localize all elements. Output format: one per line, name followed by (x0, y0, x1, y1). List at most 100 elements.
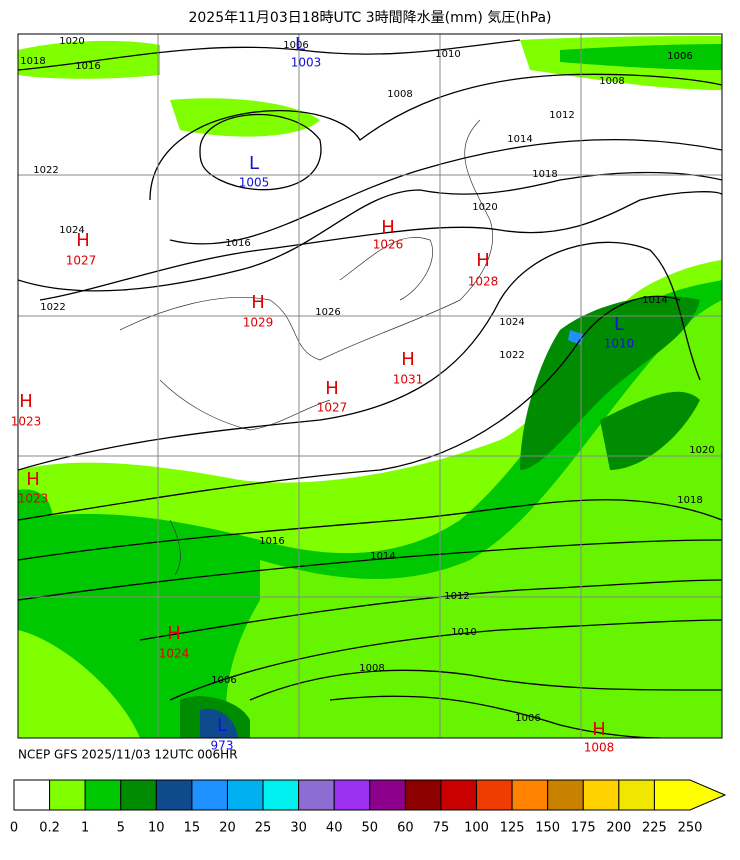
center-symbol: H (401, 349, 415, 370)
center-symbol: H (19, 391, 33, 412)
isobar-label: 1010 (451, 627, 476, 638)
colorbar-box (298, 779, 335, 811)
colorbar-tick-label: 75 (433, 821, 450, 836)
isobar-label: 1016 (225, 238, 250, 249)
center-pressure: 1005 (239, 176, 270, 190)
colorbar-box (191, 779, 228, 811)
isobar-label: 1008 (387, 89, 412, 100)
center-pressure: 1029 (243, 316, 274, 330)
colorbar-box (49, 779, 86, 811)
colorbar-box (226, 779, 264, 811)
center-pressure: 1003 (291, 56, 322, 70)
center-pressure: 1031 (393, 373, 424, 387)
isobar-label: 1012 (549, 110, 574, 121)
isobar-label: 1024 (59, 225, 84, 236)
colorbar-box (440, 779, 478, 811)
isobars (18, 39, 722, 738)
isobar-label: 1022 (33, 165, 58, 176)
isobar-label: 1020 (689, 445, 714, 456)
title: 2025年11月03日18時UTC 3時間降水量(mm) 気圧(hPa) (188, 10, 551, 26)
isobar-label: 1016 (259, 536, 284, 547)
center-pressure: 1027 (66, 254, 97, 268)
colorbar-tick-label: 25 (255, 821, 272, 836)
center-symbol: H (592, 719, 606, 740)
colorbar-box (547, 779, 584, 811)
isobar-label: 1022 (40, 302, 65, 313)
colorbar-box (582, 779, 620, 811)
isobar-labels: 1020 1018 1016 1006 1010 1008 1008 1006 … (20, 36, 714, 724)
graticule (18, 34, 722, 738)
colorbar-box (476, 779, 513, 811)
isobar-label: 1010 (435, 49, 460, 60)
colorbar-tick-label: 20 (219, 821, 236, 836)
center-symbol: L (249, 153, 259, 174)
center-pressure: 1024 (159, 647, 190, 661)
center-symbol: H (251, 292, 265, 313)
isobar-label: 1006 (667, 51, 692, 62)
isobar-label: 1006 (211, 675, 236, 686)
colorbar-tick-label: 250 (678, 821, 703, 836)
pressure-centers: L 1003 L 1005 H 1027 H 1026 H 1028 H 102… (11, 34, 635, 755)
colorbar-box (84, 779, 122, 811)
colorbar-tick-label: 175 (571, 821, 596, 836)
center-symbol: L (614, 314, 624, 335)
isobar-label: 1018 (677, 495, 702, 506)
colorbar-tick-label: 30 (290, 821, 307, 836)
center-symbol: H (476, 250, 490, 271)
colorbar-tick-label: 50 (362, 821, 379, 836)
isobar-label: 1008 (359, 663, 384, 674)
isobar-label: 1024 (499, 317, 524, 328)
isobar-label: 1014 (507, 134, 532, 145)
center-symbol: H (167, 623, 181, 644)
colorbar-tick-label: 40 (326, 821, 343, 836)
colorbar-tick-label: 10 (148, 821, 165, 836)
isobar-label: 1026 (315, 307, 340, 318)
colorbar-box (155, 779, 193, 811)
precipitation (18, 36, 722, 738)
colorbar-box (618, 779, 655, 811)
colorbar-tick-label: 1 (81, 821, 89, 836)
map: 1020 1018 1016 1006 1010 1008 1008 1006 … (11, 33, 723, 755)
colorbar-tick-label: 60 (397, 821, 414, 836)
center-pressure: 1008 (584, 741, 615, 755)
colorbar-box (13, 779, 51, 811)
colorbar: 0 0.2 1 5 10 15 20 25 30 40 50 60 75 100 125 150 175 200 2… (10, 779, 727, 836)
isobar-label: 1020 (472, 202, 497, 213)
isobar-label: 1016 (75, 61, 100, 72)
colorbar-box (511, 779, 549, 811)
colorbar-box (120, 779, 157, 811)
center-symbol: L (295, 34, 305, 55)
isobar-label: 1006 (515, 713, 540, 724)
colorbar-tick-label: 225 (642, 821, 667, 836)
center-pressure: 1010 (604, 337, 635, 351)
colorbar-tick-label: 125 (500, 821, 525, 836)
isobar-label: 1022 (499, 350, 524, 361)
footer: NCEP GFS 2025/11/03 12UTC 006HR (18, 748, 238, 762)
center-symbol: H (76, 230, 90, 251)
center-pressure: 1028 (468, 275, 499, 289)
colorbar-tick-label: 15 (184, 821, 201, 836)
center-symbol: H (26, 469, 40, 490)
center-pressure: 1023 (18, 492, 49, 506)
isobar-label: 1012 (444, 591, 469, 602)
colorbar-tick-label: 200 (606, 821, 631, 836)
colorbar-box (369, 779, 406, 811)
isobar-label: 1018 (532, 169, 557, 180)
center-symbol: L (217, 715, 227, 736)
center-pressure: 1026 (373, 238, 404, 252)
colorbar-tick-label: 0.2 (39, 821, 60, 836)
coastlines (119, 119, 493, 576)
colorbar-box (333, 779, 371, 811)
isobar-label: 1014 (642, 295, 667, 306)
colorbar-tick-label: 150 (535, 821, 560, 836)
colorbar-tick-label: 0 (10, 821, 18, 836)
colorbar-box (262, 779, 300, 811)
center-symbol: H (381, 217, 395, 238)
center-pressure: 973 (211, 739, 234, 753)
map-frame (17, 33, 723, 739)
center-pressure: 1027 (317, 401, 348, 415)
isobar-label: 1018 (20, 56, 45, 67)
center-symbol: H (325, 378, 339, 399)
colorbar-tick-label: 5 (117, 821, 125, 836)
